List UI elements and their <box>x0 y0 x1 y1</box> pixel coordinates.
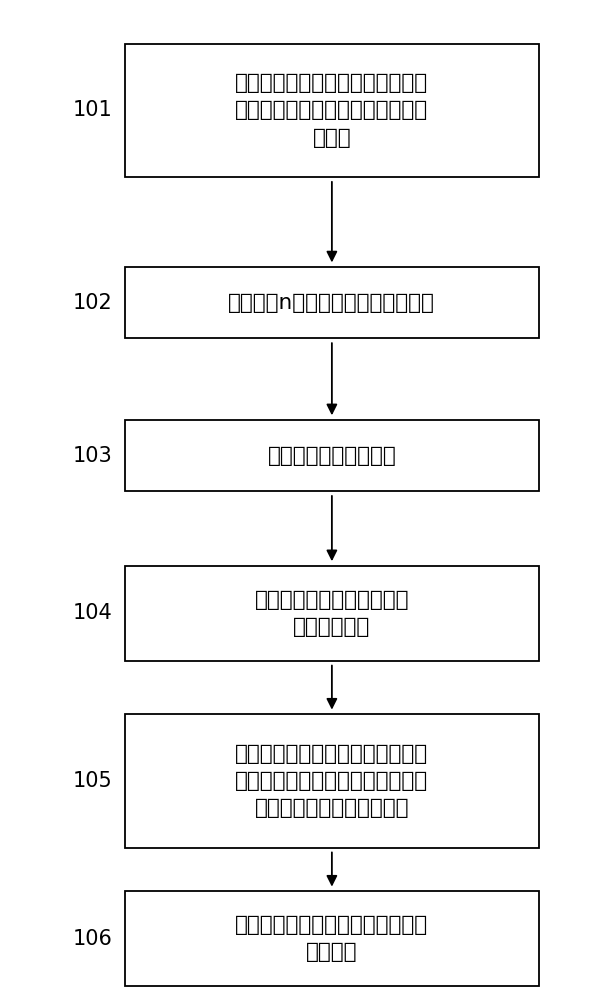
Text: 105: 105 <box>73 771 113 791</box>
Text: 根据经整形的离散化位置指令驱动
电机转动: 根据经整形的离散化位置指令驱动 电机转动 <box>236 915 428 962</box>
Text: 利用零振荡零导数整形器离散的传
递函数将原始位置指令整形，得到
经过整形的离散化位置指令: 利用零振荡零导数整形器离散的传 递函数将原始位置指令整形，得到 经过整形的离散化… <box>236 744 428 818</box>
Text: 获取伺服位置控制周期: 获取伺服位置控制周期 <box>267 446 396 466</box>
FancyBboxPatch shape <box>125 714 539 848</box>
FancyBboxPatch shape <box>125 44 539 177</box>
Text: 102: 102 <box>73 293 113 313</box>
Text: 106: 106 <box>73 929 113 949</box>
Text: 获取原始位置指令，所述位置指令
为上位控制器发出的用于位置控制
的指令: 获取原始位置指令，所述位置指令 为上位控制器发出的用于位置控制 的指令 <box>236 73 428 148</box>
FancyBboxPatch shape <box>125 267 539 338</box>
Text: 获取连续n个作用脉冲的幅值和时滞: 获取连续n个作用脉冲的幅值和时滞 <box>229 293 435 313</box>
Text: 103: 103 <box>73 446 113 466</box>
Text: 101: 101 <box>73 100 113 120</box>
Text: 104: 104 <box>73 603 113 623</box>
FancyBboxPatch shape <box>125 566 539 661</box>
Text: 计算零振荡零导数整形器的
离散传递函数: 计算零振荡零导数整形器的 离散传递函数 <box>254 590 409 637</box>
FancyBboxPatch shape <box>125 891 539 986</box>
FancyBboxPatch shape <box>125 420 539 491</box>
